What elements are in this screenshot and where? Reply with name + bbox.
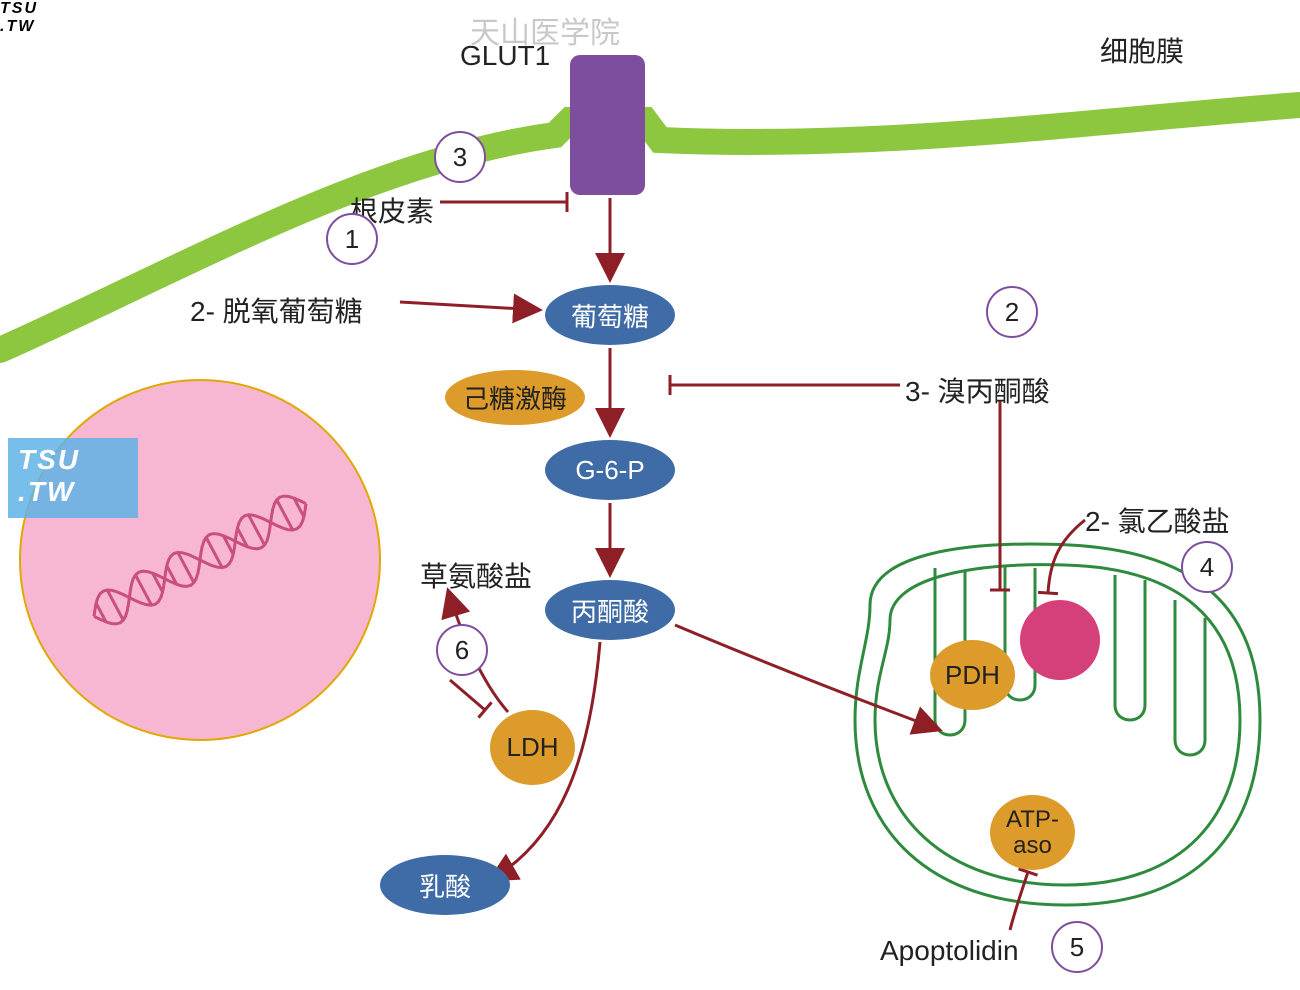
- lactate-text: 乳酸: [419, 867, 471, 904]
- pyruvate-to-mito: [675, 625, 940, 730]
- pdh-text: PDH: [945, 660, 1000, 691]
- watermark-right: TSU .TW: [0, 0, 38, 36]
- oxamate-inhib: [450, 680, 485, 710]
- circle-4: 4: [1181, 541, 1233, 593]
- hexokinase-text: 己糖激酶: [463, 379, 567, 416]
- glucose-node: 葡萄糖: [545, 285, 675, 345]
- circle-2: 2: [986, 286, 1038, 338]
- hexokinase-node: 己糖激酶: [445, 370, 585, 425]
- num6-text: 6: [455, 635, 469, 666]
- nucleus: [20, 380, 380, 740]
- bromopyruvate-label: 3- 溴丙酮酸: [905, 370, 1050, 410]
- wm1-l1: TSU: [8, 438, 90, 476]
- svg-layer: [0, 0, 1300, 990]
- glut1-label: GLUT1: [460, 40, 550, 72]
- deoxyglucose-label: 2- 脱氧葡萄糖: [190, 290, 363, 330]
- oxamate-label: 草氨酸盐: [420, 555, 532, 595]
- num3-text: 3: [453, 142, 467, 173]
- circle-1: 1: [326, 213, 378, 265]
- mitochondrion-pink-ball: [1020, 600, 1100, 680]
- circle-5: 5: [1051, 921, 1103, 973]
- wm2-l1: TSU: [0, 0, 38, 18]
- ldh-text: LDH: [506, 732, 558, 763]
- atpase-text1: ATP-: [1006, 807, 1059, 832]
- pyruvate-text: 丙酮酸: [571, 592, 649, 629]
- glucose-text: 葡萄糖: [571, 297, 649, 334]
- apoptolidin-label: Apoptolidin: [880, 935, 1019, 967]
- wm1-l2: .TW: [8, 476, 90, 514]
- num2-text: 2: [1005, 297, 1019, 328]
- g6p-node: G-6-P: [545, 440, 675, 500]
- ldh-node: LDH: [490, 710, 575, 785]
- circle-6: 6: [436, 624, 488, 676]
- watermark-left: TSU .TW: [8, 438, 90, 514]
- num4-text: 4: [1200, 552, 1214, 583]
- atpase-node: ATP- aso: [990, 795, 1075, 870]
- membrane-label: 细胞膜: [1100, 30, 1184, 70]
- diagram-stage: 天山医学院 细胞膜 GLUT1 根皮素 2- 脱氧葡萄糖 3- 溴丙酮酸 2- …: [0, 0, 1300, 990]
- pdh-node: PDH: [930, 640, 1015, 710]
- lactate-node: 乳酸: [380, 855, 510, 915]
- glut1-channel: [570, 55, 645, 195]
- num1-text: 1: [345, 224, 359, 255]
- chloro-inhib: [1048, 520, 1085, 593]
- apopt-inhib: [1010, 872, 1028, 930]
- pyruvate-node: 丙酮酸: [545, 580, 675, 640]
- chloroacetate-label: 2- 氯乙酸盐: [1085, 500, 1230, 540]
- circle-3: 3: [434, 131, 486, 183]
- g6p-text: G-6-P: [575, 455, 644, 486]
- atpase-text2: aso: [1006, 833, 1059, 858]
- deoxy-to-glucose: [400, 302, 540, 310]
- num5-text: 5: [1070, 932, 1084, 963]
- wm2-l2: .TW: [0, 18, 38, 36]
